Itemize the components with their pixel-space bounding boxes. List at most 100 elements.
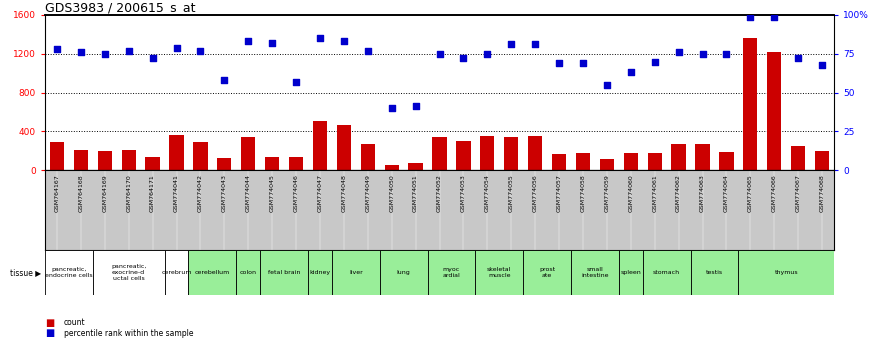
FancyBboxPatch shape: [428, 250, 475, 295]
FancyBboxPatch shape: [380, 250, 428, 295]
Text: liver: liver: [349, 270, 362, 275]
Point: [647, 59, 661, 64]
Bar: [695, 144, 710, 170]
FancyBboxPatch shape: [571, 250, 619, 295]
Text: spleen: spleen: [620, 270, 641, 275]
Text: GSM774055: GSM774055: [508, 174, 514, 212]
Text: fetal brain: fetal brain: [268, 270, 301, 275]
Bar: [217, 158, 231, 170]
Point: [50, 46, 64, 52]
Text: GSM774068: GSM774068: [819, 174, 825, 212]
Text: GSM774042: GSM774042: [198, 174, 202, 212]
Text: myoc
ardial: myoc ardial: [442, 267, 461, 278]
Text: GSM774067: GSM774067: [796, 174, 800, 212]
Text: GSM774047: GSM774047: [317, 174, 322, 212]
Text: GSM774061: GSM774061: [652, 174, 657, 212]
Bar: [432, 137, 447, 170]
Point: [791, 56, 805, 61]
Text: GSM774066: GSM774066: [772, 174, 777, 212]
Text: testis: testis: [706, 270, 723, 275]
Bar: [145, 157, 160, 170]
Point: [217, 77, 231, 83]
Point: [98, 51, 112, 57]
Point: [146, 56, 160, 61]
Text: GSM774063: GSM774063: [700, 174, 705, 212]
Bar: [241, 137, 255, 170]
Text: ■: ■: [45, 328, 54, 338]
Bar: [743, 38, 758, 170]
Point: [169, 45, 183, 50]
Text: GSM774050: GSM774050: [389, 174, 395, 212]
Bar: [552, 154, 567, 170]
FancyBboxPatch shape: [691, 250, 739, 295]
Text: GSM774058: GSM774058: [580, 174, 586, 212]
Point: [600, 82, 614, 87]
Bar: [528, 136, 542, 170]
Point: [528, 42, 542, 47]
Text: stomach: stomach: [653, 270, 680, 275]
Bar: [624, 153, 638, 170]
Point: [481, 51, 494, 57]
Point: [361, 48, 375, 53]
Bar: [361, 144, 375, 170]
FancyBboxPatch shape: [236, 250, 260, 295]
Text: GSM764168: GSM764168: [78, 174, 83, 212]
Bar: [672, 144, 686, 170]
Text: prost
ate: prost ate: [539, 267, 555, 278]
Text: GSM774054: GSM774054: [485, 174, 490, 212]
FancyBboxPatch shape: [164, 250, 189, 295]
Bar: [169, 135, 183, 170]
Point: [743, 14, 757, 19]
Text: GSM774057: GSM774057: [556, 174, 561, 212]
Bar: [600, 159, 614, 170]
Text: small
intestine: small intestine: [581, 267, 608, 278]
Bar: [97, 151, 112, 170]
Bar: [50, 142, 64, 170]
Point: [385, 105, 399, 111]
Point: [433, 51, 447, 57]
Bar: [384, 165, 399, 170]
Text: GSM774052: GSM774052: [437, 174, 442, 212]
Text: thymus: thymus: [774, 270, 798, 275]
Text: GSM774053: GSM774053: [461, 174, 466, 212]
FancyBboxPatch shape: [739, 250, 834, 295]
Text: GSM774049: GSM774049: [365, 174, 370, 212]
Point: [74, 49, 88, 55]
Bar: [74, 150, 88, 170]
FancyBboxPatch shape: [45, 250, 93, 295]
FancyBboxPatch shape: [619, 250, 643, 295]
Text: GSM774065: GSM774065: [748, 174, 753, 212]
Text: GSM774062: GSM774062: [676, 174, 681, 212]
Point: [576, 60, 590, 66]
Text: GSM774041: GSM774041: [174, 174, 179, 212]
Point: [289, 79, 303, 85]
FancyBboxPatch shape: [475, 250, 523, 295]
Text: GSM764171: GSM764171: [150, 174, 155, 212]
Text: GSM774048: GSM774048: [342, 174, 347, 212]
Text: GSM774056: GSM774056: [533, 174, 538, 212]
FancyBboxPatch shape: [260, 250, 308, 295]
Text: percentile rank within the sample: percentile rank within the sample: [64, 329, 194, 338]
Bar: [456, 141, 471, 170]
Point: [624, 69, 638, 75]
Text: colon: colon: [240, 270, 256, 275]
Text: cerebellum: cerebellum: [195, 270, 230, 275]
Bar: [289, 158, 303, 170]
Bar: [122, 150, 136, 170]
Point: [456, 56, 470, 61]
Point: [672, 49, 686, 55]
Text: lung: lung: [397, 270, 410, 275]
FancyBboxPatch shape: [332, 250, 380, 295]
FancyBboxPatch shape: [643, 250, 691, 295]
Text: GSM774059: GSM774059: [604, 174, 609, 212]
Bar: [313, 121, 327, 170]
Point: [265, 40, 279, 46]
Text: pancreatic,
endocrine cells: pancreatic, endocrine cells: [45, 267, 93, 278]
Bar: [647, 153, 662, 170]
Bar: [336, 125, 351, 170]
Text: tissue ▶: tissue ▶: [10, 268, 41, 277]
Text: GSM774043: GSM774043: [222, 174, 227, 212]
FancyBboxPatch shape: [93, 250, 164, 295]
Text: kidney: kidney: [309, 270, 330, 275]
Point: [194, 48, 208, 53]
